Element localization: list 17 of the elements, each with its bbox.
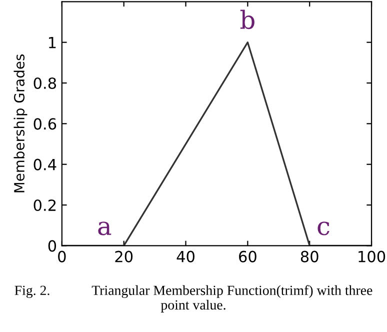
x-tick-label: 60: [239, 250, 256, 262]
x-tick-label: 100: [358, 250, 386, 262]
annotation: b: [240, 10, 254, 30]
y-tick-label: 0.2: [34, 199, 56, 212]
y-tick-label: 0.6: [34, 118, 56, 130]
x-tick-label: 0: [58, 250, 66, 262]
annotation: a: [98, 222, 112, 236]
y-axis-title: Membership Grades: [14, 54, 28, 192]
annotation: c: [318, 222, 330, 236]
y-tick-label: 0.4: [34, 158, 56, 170]
y-tick-label: 1: [49, 36, 56, 48]
x-tick-label: 20: [115, 250, 133, 262]
x-tick-label: 40: [176, 250, 194, 262]
y-tick-label: 0.8: [34, 77, 56, 90]
y-tick-label: 0: [48, 240, 56, 252]
x-tick-label: 80: [300, 250, 318, 262]
caption: Fig. 2. Triangular Membership Function(trimf) with three point value.: [14, 285, 372, 312]
